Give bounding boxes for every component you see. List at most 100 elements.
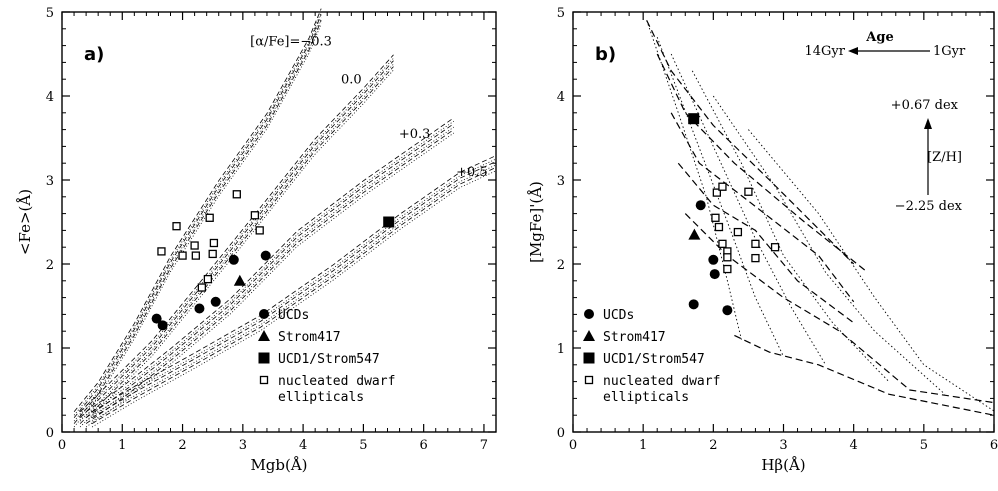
y-tick-label: 3: [557, 174, 565, 189]
model-label-2: +0.3: [399, 127, 431, 142]
legend-entry: UCDs: [603, 308, 634, 323]
data-point: [714, 222, 724, 232]
data-point: [733, 227, 743, 237]
model-line: [73, 8, 322, 413]
x-tick-label: 1: [118, 438, 126, 453]
plot-frame: [61, 11, 497, 433]
series-0: [688, 200, 733, 316]
data-point: [723, 264, 732, 274]
x-tick-label: 6: [990, 438, 998, 453]
legend-marker: [259, 309, 269, 319]
y-axis-title: <Fe>(Å): [16, 189, 34, 255]
data-point: [172, 222, 181, 231]
series-1: [233, 274, 246, 286]
model-line: [79, 66, 394, 424]
x-tick-label: 4: [299, 438, 307, 453]
data-point: [718, 239, 727, 248]
data-point: [695, 200, 706, 211]
legend-marker: [584, 375, 594, 385]
grid-line-metallicity: [677, 162, 855, 324]
y-tick-label: 1: [46, 342, 54, 357]
panel-b: 0 1 2 3 4 5 6 0 1 2 3 4 5 Hβ(Å) [MgFe]'(Å) b) Age 14Gyr 1G…: [527, 6, 998, 474]
model-line: [73, 23, 322, 428]
model-track-0: [73, 8, 322, 428]
model-line: [85, 129, 455, 424]
model-line: [91, 155, 497, 413]
model-line: [73, 17, 322, 422]
data-point: [250, 211, 260, 220]
legend-entry: nucleated dwarf: [278, 374, 395, 389]
legend: UCDs Strom417 UCD1/Strom547 nucleated dwarf…: [258, 308, 395, 405]
grid-line-metallicity: [684, 213, 995, 404]
legend-marker: [583, 352, 595, 364]
series-1: [688, 228, 701, 240]
series-3: [157, 190, 264, 292]
model-line: [79, 60, 394, 418]
model-line: [79, 57, 394, 416]
plot-frame: [572, 11, 995, 433]
age-young-label: 1Gyr: [933, 44, 966, 59]
data-point: [233, 274, 246, 286]
x-tick-label: 3: [239, 438, 247, 453]
x-tick-label: 5: [920, 438, 928, 453]
data-point: [194, 303, 205, 314]
x-tick-label: 0: [569, 438, 577, 453]
data-point: [157, 247, 166, 256]
data-point: [708, 254, 719, 265]
y-tick-label: 1: [557, 342, 565, 357]
series-2: [383, 216, 395, 228]
model-line: [91, 158, 497, 416]
data-point: [210, 296, 221, 307]
x-tick-label: 4: [850, 438, 858, 453]
model-line: [85, 126, 455, 422]
y-tick-label: 4: [46, 90, 54, 105]
legend-entry: Strom417: [603, 330, 666, 345]
grid-line-age: [712, 95, 946, 395]
model-track-3: [91, 155, 497, 428]
data-point: [751, 239, 760, 248]
x-tick-label: 3: [779, 438, 787, 453]
y-axis-title: [MgFe]'(Å): [527, 181, 545, 263]
data-point: [205, 213, 214, 222]
x-tick-label: 2: [178, 438, 186, 453]
grid-line-metallicity: [734, 334, 995, 416]
data-point: [383, 216, 395, 228]
model-line: [73, 14, 322, 418]
model-line: [91, 161, 497, 419]
model-line: [79, 54, 394, 413]
z-low-label: −2.25 dex: [895, 199, 963, 214]
data-point: [688, 299, 699, 310]
legend-entry: UCD1/Strom547: [278, 352, 380, 367]
data-point: [209, 238, 219, 248]
x-tick-label: 2: [709, 438, 717, 453]
z-arrow-head: [924, 118, 932, 129]
data-point: [722, 305, 733, 316]
grid-line-age: [691, 70, 890, 382]
data-point: [688, 228, 701, 240]
legend-marker: [259, 375, 269, 385]
annotations: Age 14Gyr 1Gyr +0.67 dex [Z/H] −2.25 dex: [805, 30, 967, 214]
model-label-0: [α/Fe]=−0.3: [250, 35, 332, 50]
data-point: [208, 249, 217, 259]
x-tick-label: 5: [359, 438, 367, 453]
panel-label: b): [595, 44, 616, 65]
grid-line-metallicity: [646, 20, 855, 265]
model-line: [85, 132, 455, 428]
model-label-1: 0.0: [341, 72, 362, 87]
y-tick-label: 3: [46, 174, 54, 189]
x-axis-title: Mgb(Å): [250, 456, 307, 474]
model-track-1: [79, 54, 394, 428]
legend-entry: ellipticals: [603, 390, 689, 405]
data-point: [751, 253, 760, 263]
y-tick-label: 0: [46, 426, 54, 441]
data-point: [770, 243, 780, 252]
data-point: [260, 250, 271, 261]
model-label-3: +0.5: [456, 165, 488, 180]
data-point: [712, 188, 721, 197]
y-tick-label: 2: [46, 258, 54, 273]
legend-marker: [583, 330, 595, 341]
model-line: [91, 164, 497, 422]
age-arrow-head: [848, 47, 858, 55]
x-axis-title: Hβ(Å): [761, 456, 805, 474]
